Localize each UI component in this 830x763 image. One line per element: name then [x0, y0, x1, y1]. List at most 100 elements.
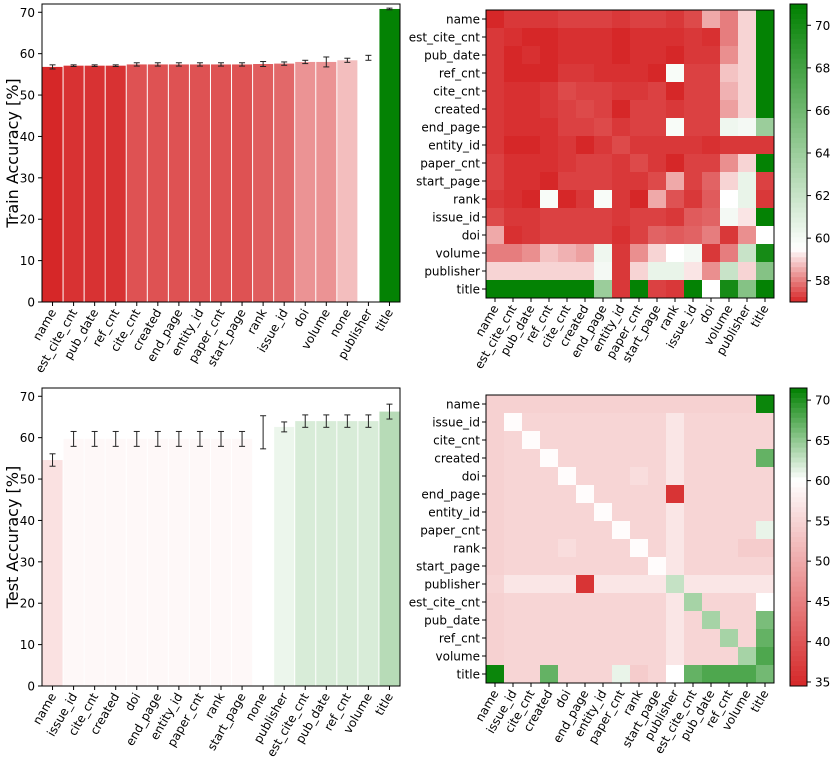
row-label: publisher [424, 578, 480, 592]
heatmap-cell [594, 190, 613, 209]
heatmap-cell [630, 395, 649, 414]
heatmap-cell [702, 10, 721, 29]
colorbar-segment [790, 462, 807, 468]
heatmap-cell [522, 82, 541, 101]
heatmap-cell [756, 647, 775, 666]
bar-est_cite_cnt [63, 65, 84, 303]
heatmap-cell [648, 449, 667, 468]
heatmap-cell [594, 208, 613, 227]
heatmap-cell [684, 226, 703, 245]
heatmap-cell [648, 521, 667, 540]
heatmap-cell [702, 449, 721, 468]
heatmap-cell [702, 226, 721, 245]
heatmap-cell [630, 557, 649, 576]
colorbar-segment [790, 407, 807, 414]
colorbar-segment [790, 292, 807, 298]
bar-created [105, 438, 126, 686]
colorbar-segment [790, 517, 807, 523]
colorbar-segment [790, 561, 807, 568]
heatmap-cell [684, 395, 703, 414]
heatmap-cell [594, 28, 613, 47]
heatmap-cell [702, 136, 721, 155]
colorbar-tick-label: 62 [815, 189, 830, 203]
heatmap-cell [666, 46, 685, 65]
colorbar-segment [790, 108, 807, 114]
heatmap-cell [666, 208, 685, 227]
heatmap-cell [594, 503, 613, 522]
heatmap-cell [576, 521, 595, 540]
heatmap-cell [738, 172, 757, 191]
heatmap-cell [576, 244, 595, 263]
row-label: entity_id [428, 139, 480, 153]
heatmap-cell [630, 10, 649, 29]
heatmap-cell [540, 431, 559, 450]
heatmap-cell [594, 280, 613, 299]
colorbar-segment [790, 477, 807, 483]
heatmap-cell [594, 467, 613, 486]
heatmap-cell [720, 64, 739, 83]
heatmap-cell [684, 647, 703, 666]
bar-rank [253, 64, 274, 302]
heatmap-cell [540, 244, 559, 263]
heatmap-cell [756, 611, 775, 630]
heatmap-cell [486, 629, 505, 648]
heatmap-cell [558, 262, 577, 281]
heatmap-cell [684, 64, 703, 83]
heatmap-cell [666, 82, 685, 101]
heatmap-cell [558, 10, 577, 29]
heatmap-cell [540, 10, 559, 29]
heatmap-cell [540, 647, 559, 666]
heatmap-cell [612, 46, 631, 65]
colorbar-segment [790, 482, 807, 488]
heatmap-cell [648, 208, 667, 227]
heatmap-cell [522, 136, 541, 155]
row-label: paper_cnt [420, 524, 480, 538]
heatmap-cell [666, 190, 685, 209]
heatmap-cell [522, 485, 541, 504]
colorbar-segment [790, 63, 807, 70]
heatmap-cell [486, 431, 505, 450]
heatmap-cell [666, 244, 685, 263]
heatmap-cell [486, 593, 505, 612]
colorbar-segment [790, 33, 807, 40]
bar-doi [295, 61, 316, 302]
heatmap-cell [576, 208, 595, 227]
heatmap-cell [648, 64, 667, 83]
heatmap-cell [540, 64, 559, 83]
heatmap-cell [612, 467, 631, 486]
heatmap-cell [486, 521, 505, 540]
heatmap-cell [684, 208, 703, 227]
y-tick-label: 50 [20, 473, 35, 487]
heatmap-cell [648, 413, 667, 432]
heatmap-cell [630, 46, 649, 65]
bar-ref_cnt [105, 65, 126, 303]
heatmap-cell [558, 503, 577, 522]
y-tick-label: 70 [20, 6, 35, 20]
colorbar-segment [790, 232, 807, 238]
heatmap-cell [558, 539, 577, 558]
heatmap-cell [540, 136, 559, 155]
heatmap-cell [504, 485, 523, 504]
colorbar-segment [790, 442, 807, 449]
heatmap-cell [666, 539, 685, 558]
heatmap-cell [594, 665, 613, 684]
heatmap-cell [576, 665, 595, 684]
heatmap-cell [540, 413, 559, 432]
heatmap-cell [522, 395, 541, 414]
heatmap-cell [702, 467, 721, 486]
heatmap-cell [666, 154, 685, 173]
heatmap-cell [702, 280, 721, 299]
heatmap-cell [666, 557, 685, 576]
heatmap-cell [756, 172, 775, 191]
heatmap-cell [594, 539, 613, 558]
heatmap-cell [702, 154, 721, 173]
heatmap-cell [504, 64, 523, 83]
heatmap-cell [540, 100, 559, 119]
heatmap-cell [486, 28, 505, 47]
heatmap-cell [522, 244, 541, 263]
heatmap-cell [486, 557, 505, 576]
heatmap-cell [702, 28, 721, 47]
colorbar-segment [790, 527, 807, 533]
heatmap-cell [522, 449, 541, 468]
colorbar-segment [790, 103, 807, 109]
